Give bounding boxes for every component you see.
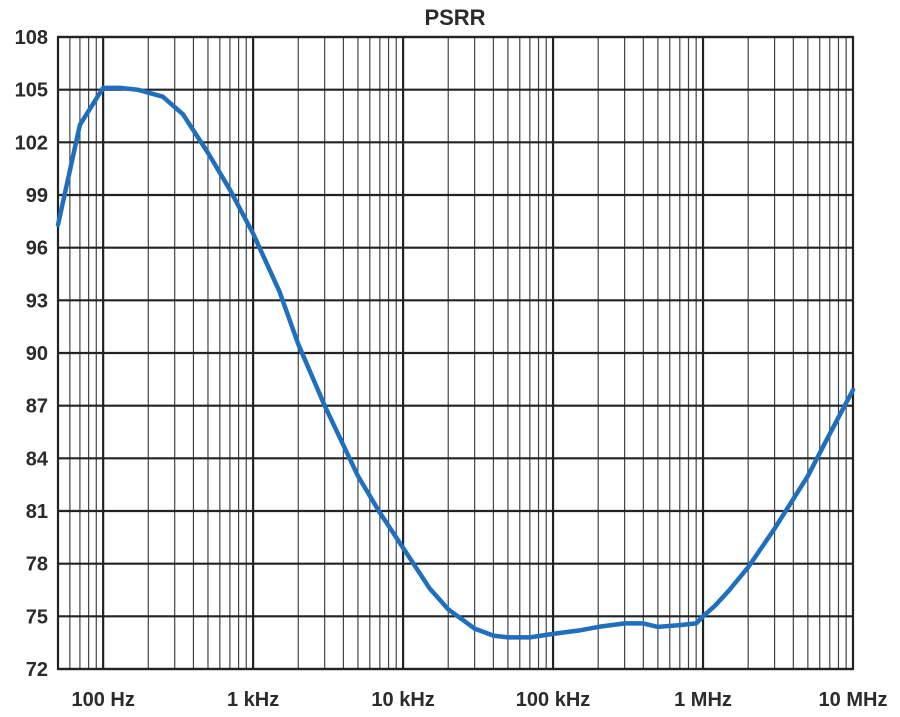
y-tick-label: 105 [15, 80, 48, 102]
y-tick-label: 96 [26, 238, 48, 260]
y-tick-label: 72 [26, 659, 48, 681]
chart-title: PSRR [424, 5, 485, 30]
y-tick-label: 84 [26, 448, 49, 470]
x-tick-label: 100 Hz [71, 689, 134, 711]
grid [56, 35, 855, 671]
y-tick-label: 87 [26, 396, 48, 418]
plot-frame [56, 35, 855, 671]
x-tick-label: 10 MHz [819, 689, 888, 711]
y-tick-label: 90 [26, 343, 48, 365]
y-tick-label: 102 [15, 132, 48, 154]
x-tick-label: 10 kHz [371, 689, 434, 711]
y-tick-label: 75 [26, 606, 48, 628]
y-tick-label: 99 [26, 185, 48, 207]
x-axis-tick-labels: 100 Hz 1 kHz 10 kHz 100 kHz 1 MHz 10 MHz [71, 689, 887, 711]
x-tick-label: 1 kHz [227, 689, 279, 711]
y-tick-label: 81 [26, 501, 48, 523]
y-tick-label: 108 [15, 27, 48, 49]
y-tick-label: 93 [26, 290, 48, 312]
x-tick-label: 1 MHz [674, 689, 732, 711]
psrr-curve-series-0 [55, 85, 856, 640]
y-axis-tick-labels: 108 105 102 99 96 93 90 87 84 81 78 75 72 [15, 27, 49, 681]
x-tick-label: 100 kHz [516, 689, 591, 711]
y-tick-label: 78 [26, 554, 48, 576]
series-layer [55, 85, 856, 640]
